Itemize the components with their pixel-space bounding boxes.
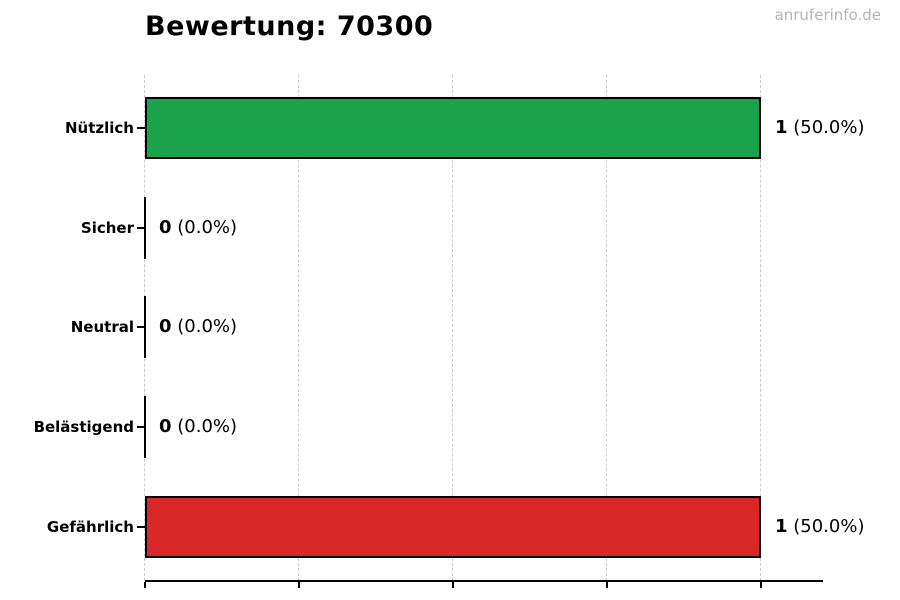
gridline [606, 75, 607, 581]
y-axis-tick [137, 426, 145, 428]
bar-nuetzlich [145, 97, 761, 159]
y-axis-tick [137, 526, 145, 528]
x-axis-tick [606, 582, 608, 588]
y-axis-tick [137, 127, 145, 129]
value-percent: (0.0%) [171, 217, 238, 238]
gridline [760, 75, 761, 581]
value-percent: (50.0%) [787, 117, 865, 138]
value-label-gefaehrlich: 1 (50.0%) [775, 514, 864, 540]
x-axis-tick [144, 582, 146, 588]
category-label-nuetzlich: Nützlich [65, 119, 134, 137]
y-axis-tick [137, 326, 145, 328]
value-percent: (0.0%) [171, 416, 238, 437]
value-label-neutral: 0 (0.0%) [159, 314, 237, 340]
value-percent: (50.0%) [787, 516, 865, 537]
category-label-neutral: Neutral [70, 318, 134, 336]
value-percent: (0.0%) [171, 316, 238, 337]
x-axis-tick [452, 582, 454, 588]
chart-title: Bewertung: 70300 [145, 11, 434, 42]
value-count: 0 [159, 217, 172, 238]
bar-neutral [144, 296, 146, 358]
value-label-belaestigend: 0 (0.0%) [159, 414, 237, 440]
bar-belaestigend [144, 396, 146, 458]
x-axis-tick [298, 582, 300, 588]
bar-sicher [144, 197, 146, 259]
y-axis-tick [137, 227, 145, 229]
category-label-belaestigend: Belästigend [33, 418, 134, 436]
gridline [452, 75, 453, 581]
category-label-gefaehrlich: Gefährlich [46, 518, 134, 536]
x-axis-line [145, 580, 823, 582]
x-axis-tick [760, 582, 762, 588]
value-count: 1 [775, 117, 788, 138]
gridline [298, 75, 299, 581]
bar-gefaehrlich [145, 496, 761, 558]
value-label-nuetzlich: 1 (50.0%) [775, 115, 864, 141]
value-count: 0 [159, 416, 172, 437]
value-label-sicher: 0 (0.0%) [159, 215, 237, 241]
watermark-text: anruferinfo.de [774, 6, 881, 24]
category-label-sicher: Sicher [80, 219, 134, 237]
value-count: 1 [775, 516, 788, 537]
value-count: 0 [159, 316, 172, 337]
